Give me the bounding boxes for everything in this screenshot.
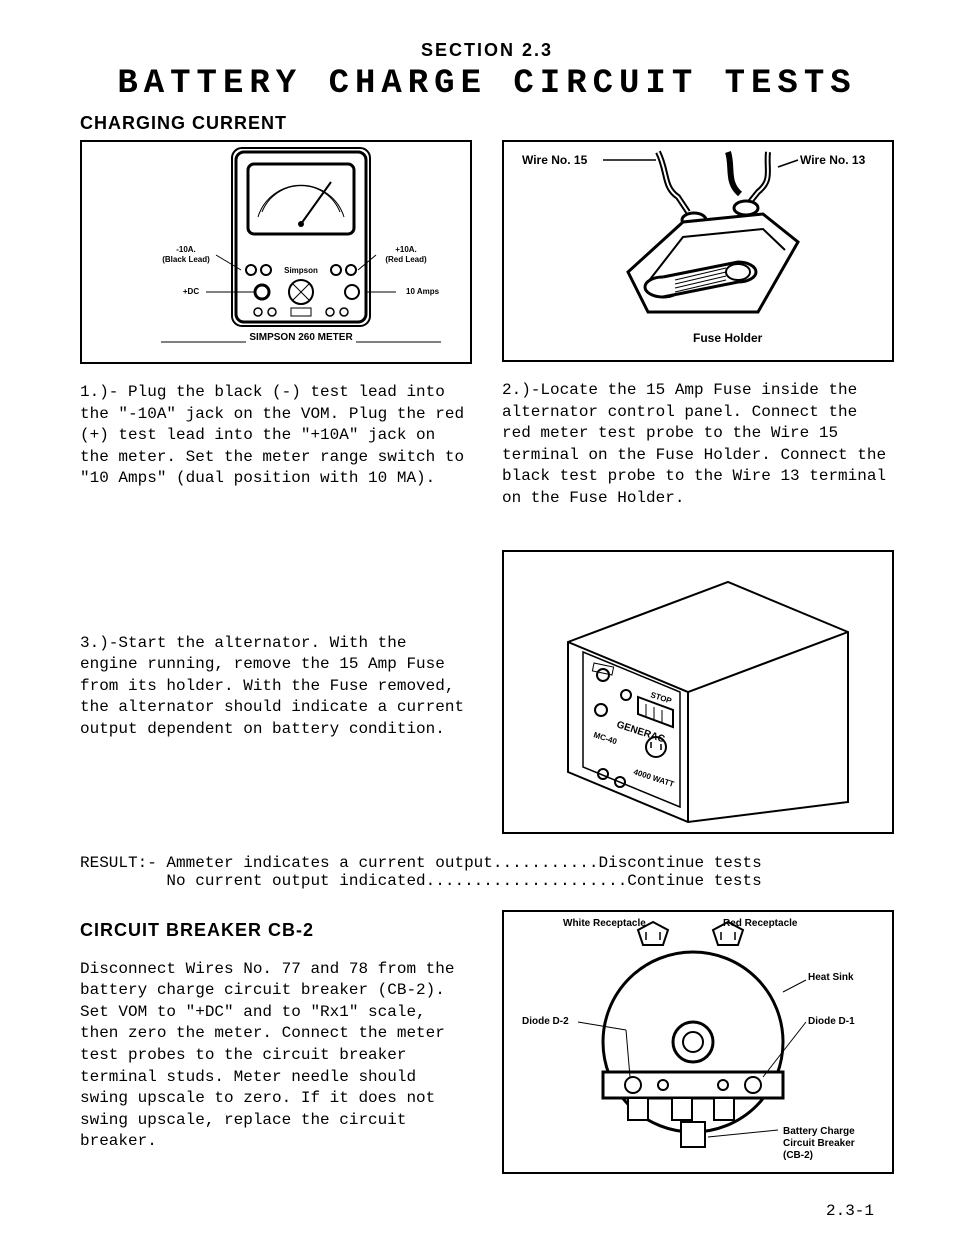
row-figures-top: Simpson -10A. (Black Lead) xyxy=(80,140,894,510)
heading-cb2: CIRCUIT BREAKER CB-2 xyxy=(80,920,472,941)
label-red-lead: (Red Lead) xyxy=(385,255,427,264)
label-diode-d1: Diode D-1 xyxy=(808,1016,855,1027)
cb2-text: Disconnect Wires No. 77 and 78 from the … xyxy=(80,959,472,1153)
col-left-cb2: CIRCUIT BREAKER CB-2 Disconnect Wires No… xyxy=(80,910,472,1192)
label-cb2-2: Circuit Breaker xyxy=(783,1138,855,1149)
label-simpson: Simpson xyxy=(284,266,318,275)
label-wire-15: Wire No. 15 xyxy=(522,153,588,167)
step-2-text: 2.)-Locate the 15 Amp Fuse inside the al… xyxy=(502,380,894,510)
step-1-text: 1.)- Plug the black (-) test lead into t… xyxy=(80,382,472,490)
row-step3: 3.)-Start the alternator. With the engin… xyxy=(80,540,894,834)
label-diode-d2: Diode D-2 xyxy=(522,1016,569,1027)
label-10amps: 10 Amps xyxy=(406,287,440,296)
label-heat-sink: Heat Sink xyxy=(808,972,854,983)
label-cb2-3: (CB-2) xyxy=(783,1150,813,1161)
col-left-step3: 3.)-Start the alternator. With the engin… xyxy=(80,540,472,834)
label-wire-13: Wire No. 13 xyxy=(800,153,866,167)
col-right-fig3: STOP GENERAC MC-40 4000 WATT xyxy=(502,540,894,834)
figure-rectifier: White Receptacle Red Receptacle Heat Sin… xyxy=(502,910,894,1174)
label-neg10a: -10A. xyxy=(176,245,196,254)
page-number: 2.3-1 xyxy=(826,1202,874,1220)
figure-meter: Simpson -10A. (Black Lead) xyxy=(80,140,472,364)
label-cb2-1: Battery Charge xyxy=(783,1126,855,1137)
label-pos10a: +10A. xyxy=(395,245,417,254)
heading-charging-current: CHARGING CURRENT xyxy=(80,113,894,134)
step-3-text: 3.)-Start the alternator. With the engin… xyxy=(80,633,472,741)
document-page: SECTION 2.3 BATTERY CHARGE CIRCUIT TESTS… xyxy=(0,0,954,1240)
fig1-caption: SIMPSON 260 METER xyxy=(249,332,353,343)
label-dc: +DC xyxy=(183,287,199,296)
section-label: SECTION 2.3 xyxy=(80,40,894,61)
result-line-2: No current output indicated.............… xyxy=(80,872,894,890)
label-red-receptacle: Red Receptacle xyxy=(723,918,798,929)
row-cb2: CIRCUIT BREAKER CB-2 Disconnect Wires No… xyxy=(80,910,894,1192)
main-title: BATTERY CHARGE CIRCUIT TESTS xyxy=(80,65,894,103)
figure-fuse-holder: Wire No. 15 Wire No. 13 Fuse Holder xyxy=(502,140,894,362)
result-line-1: RESULT:- Ammeter indicates a current out… xyxy=(80,854,894,872)
figure-control-panel: STOP GENERAC MC-40 4000 WATT xyxy=(502,550,894,834)
result-block: RESULT:- Ammeter indicates a current out… xyxy=(80,854,894,890)
label-black-lead: (Black Lead) xyxy=(162,255,210,264)
label-white-receptacle: White Receptacle xyxy=(563,918,646,929)
label-fuse-holder: Fuse Holder xyxy=(693,331,763,345)
col-right-fig4: White Receptacle Red Receptacle Heat Sin… xyxy=(502,910,894,1192)
col-left: Simpson -10A. (Black Lead) xyxy=(80,140,472,510)
col-right: Wire No. 15 Wire No. 13 Fuse Holder 2.)-… xyxy=(502,140,894,510)
